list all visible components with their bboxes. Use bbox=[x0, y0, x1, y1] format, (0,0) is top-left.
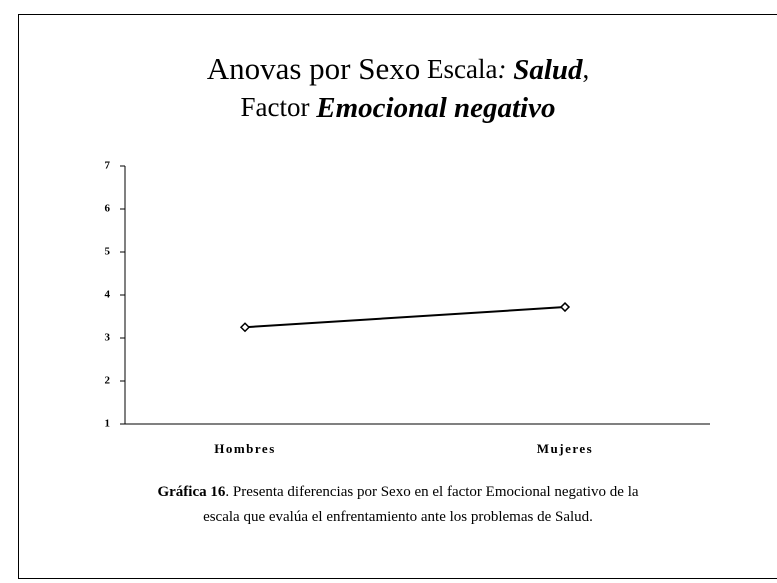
y-tick-label: 2 bbox=[105, 375, 111, 387]
y-tick-label: 3 bbox=[105, 332, 111, 344]
title-part: Anovas por Sexo bbox=[207, 51, 421, 86]
marker bbox=[559, 301, 571, 313]
title-part: Escala bbox=[420, 54, 497, 84]
y-tick-label: 4 bbox=[105, 289, 111, 301]
title-part: Salud bbox=[513, 54, 583, 86]
line bbox=[244, 306, 566, 329]
y-tick-label: 5 bbox=[105, 246, 111, 258]
marker bbox=[239, 322, 251, 333]
title-part: , bbox=[583, 54, 590, 84]
title-part: : bbox=[497, 54, 513, 84]
caption-part: escala que evalúa el enfrentamiento ante… bbox=[203, 509, 593, 525]
y-tick-label: 1 bbox=[105, 418, 111, 430]
y-tick-label: 6 bbox=[105, 203, 111, 215]
y-tick-label: 7 bbox=[105, 160, 111, 172]
x-tick-label: Hombres bbox=[214, 441, 276, 456]
caption-part: Gráfica 16 bbox=[157, 484, 225, 500]
caption: Gráfica 16. Presenta diferencias por Sex… bbox=[157, 484, 638, 500]
frame bbox=[18, 14, 777, 579]
title-part: Factor bbox=[241, 92, 317, 122]
x-tick-label: Mujeres bbox=[537, 441, 593, 456]
caption: escala que evalúa el enfrentamiento ante… bbox=[203, 509, 593, 525]
chart-title: Anovas por Sexo Escala: Salud, bbox=[207, 51, 590, 86]
title-part: Emocional negativo bbox=[315, 92, 555, 124]
chart-title: Factor Emocional negativo bbox=[241, 92, 556, 124]
caption-part: . Presenta diferencias por Sexo en el fa… bbox=[225, 484, 639, 500]
